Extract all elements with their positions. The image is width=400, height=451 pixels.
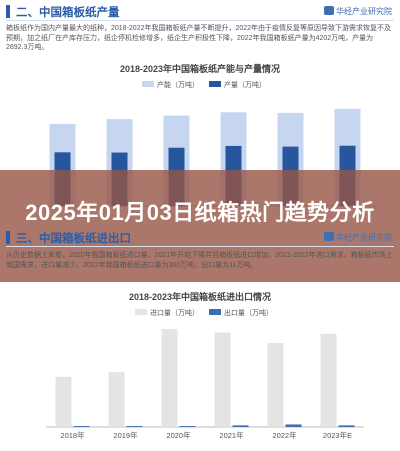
headline-overlay: 2025年01月03日纸箱热门趋势分析 <box>0 170 400 282</box>
section-marker <box>6 5 10 18</box>
section-paragraph: 箱板纸作为国内产量最大的纸种，2018-2022年我国箱板纸产量不断提升，202… <box>6 25 392 51</box>
bar-series2 <box>126 426 143 427</box>
bar-series2 <box>73 426 90 427</box>
legend-label-export: 出口量（万吨） <box>223 310 273 317</box>
chart-legend: 产能（万吨） 产量（万吨） <box>4 80 396 90</box>
brand-logo: 华经产业研究院 <box>324 232 392 243</box>
legend-swatch-export <box>208 309 221 315</box>
section-title: 三、中国箱板纸进出口 <box>16 233 131 245</box>
section-divider <box>6 20 394 21</box>
x-tick-label: 2019年 <box>113 430 138 440</box>
bar-series1 <box>320 333 337 427</box>
bar-series1 <box>108 372 125 427</box>
section-header-production: 二、中国箱板纸产量 华经产业研究院 <box>0 4 400 21</box>
chart-import-export: 2018-2023年中国箱板纸进出口情况 进口量（万吨） 出口量（万吨） 201… <box>4 286 396 451</box>
bar-series2 <box>232 425 249 427</box>
section-divider <box>6 246 394 247</box>
bar-series1 <box>267 343 284 427</box>
chart-title: 2018-2023年中国箱板纸进出口情况 <box>128 292 272 302</box>
x-tick-label: 2021年 <box>219 430 244 440</box>
bar-series1 <box>161 329 178 427</box>
brand-name: 华经产业研究院 <box>336 233 392 242</box>
x-tick-label: 2020年 <box>166 430 191 440</box>
bar-series2 <box>285 424 302 427</box>
section-title: 二、中国箱板纸产量 <box>16 7 120 19</box>
brand-logo: 华经产业研究院 <box>324 6 392 17</box>
chart-legend: 进口量（万吨） 出口量（万吨） <box>4 308 396 318</box>
bar-series2 <box>179 426 196 427</box>
bar-series1 <box>55 376 72 427</box>
brand-name: 华经产业研究院 <box>336 7 392 16</box>
brand-icon <box>324 6 334 15</box>
x-tick-label: 2023年E <box>323 430 352 440</box>
legend-label-capacity: 产能（万吨） <box>157 82 200 89</box>
legend-label-import: 进口量（万吨） <box>150 310 200 317</box>
section-marker <box>6 231 10 244</box>
bar-series2 <box>338 425 355 427</box>
headline-title: 2025年01月03日纸箱热门趋势分析 <box>25 200 375 225</box>
legend-swatch-capacity <box>142 81 155 87</box>
chart-plot-area: 2018年 2019年 2020年 2021年 2022年 2023年E <box>46 329 364 440</box>
x-tick-label: 2022年 <box>272 430 297 440</box>
brand-icon <box>324 232 334 241</box>
section-paragraph: 从历史数据上来看，2020年我国箱板纸进口量，2021年开始下降并且箱板纸进口增… <box>6 252 393 269</box>
chart-title: 2018-2023年中国箱板纸产能与产量情况 <box>119 64 281 74</box>
bar-series1 <box>214 332 231 427</box>
x-tick-label: 2018年 <box>60 430 85 440</box>
legend-label-output: 产量（万吨） <box>223 82 266 89</box>
section-header-trade: 三、中国箱板纸进出口 华经产业研究院 <box>0 230 400 247</box>
legend-swatch-output <box>208 81 221 87</box>
legend-swatch-import <box>135 309 148 315</box>
